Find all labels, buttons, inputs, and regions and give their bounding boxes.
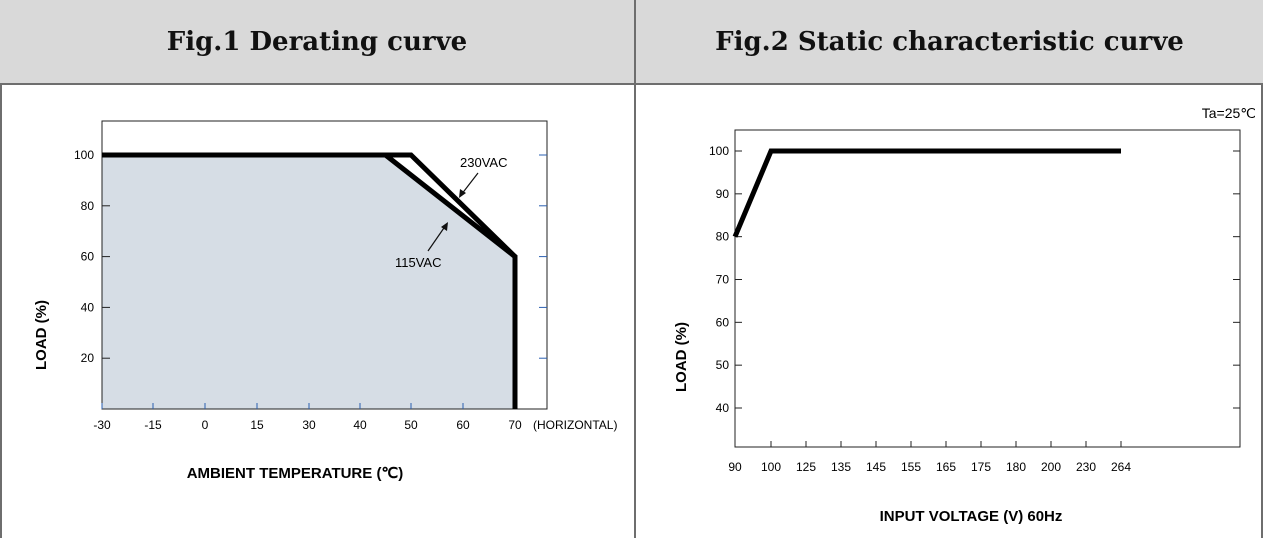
- arrowhead-115vac: [441, 222, 448, 231]
- y-tick-label: 60: [81, 250, 95, 264]
- x-tick-label: 180: [1006, 460, 1026, 474]
- fig1-panel: 20 40 60 80 100 -30 -15 0 15 30 40 50 60 70 230VAC 115V…: [0, 85, 634, 538]
- shaded-area: [102, 155, 515, 409]
- y-tick-label: 100: [709, 144, 729, 158]
- x-tick-label: 0: [202, 418, 209, 432]
- x-axis-label: INPUT VOLTAGE (V) 60Hz: [880, 508, 1063, 525]
- x-tick-label: 165: [936, 460, 956, 474]
- x-tick-label: 40: [353, 418, 367, 432]
- x-tick-label: 70: [508, 418, 522, 432]
- y-axis-label: LOAD (%): [33, 300, 50, 370]
- x-tick-label: 200: [1041, 460, 1061, 474]
- series-line-load: [732, 148, 1121, 238]
- panel-divider: [634, 0, 636, 538]
- annotation-230vac: 230VAC: [460, 155, 507, 170]
- x-tick-label: 145: [866, 460, 886, 474]
- derating-chart: 20 40 60 80 100 -30 -15 0 15 30 40 50 60 70 230VAC 115V…: [33, 120, 617, 482]
- y-tick-label: 40: [716, 401, 730, 415]
- y-tick-label: 80: [716, 230, 730, 244]
- annotation-115vac: 115VAC: [395, 255, 442, 270]
- arrow-115vac: [427, 224, 447, 252]
- x-tick-label: -15: [144, 418, 162, 432]
- fig2-header: Fig.2 Static characteristic curve: [636, 0, 1263, 85]
- y-tick-label: 20: [81, 351, 95, 365]
- static-characteristic-chart: 40 50 60 70 80 90 100 90 100 125 135 145 155 165 175 18…: [673, 105, 1256, 525]
- fig2-panel: 40 50 60 70 80 90 100 90 100 125 135 145 155 165 175 18…: [636, 85, 1263, 538]
- y-tick-label: 90: [716, 187, 730, 201]
- x-tick-label: 230: [1076, 460, 1096, 474]
- x-axis-label: AMBIENT TEMPERATURE (℃): [187, 465, 404, 482]
- x-tick-label: 15: [250, 418, 264, 432]
- y-axis-label: LOAD (%): [673, 322, 690, 392]
- x-tick-label: 60: [456, 418, 470, 432]
- y-tick-label: 60: [716, 315, 730, 329]
- plot-frame: [101, 120, 548, 410]
- y-tick-label: 50: [716, 358, 730, 372]
- arrow-230vac: [460, 172, 479, 196]
- plot-frame: [734, 129, 1241, 448]
- x-tick-label: 30: [302, 418, 316, 432]
- arrowhead-230vac: [459, 189, 466, 198]
- condition-label: Ta=25℃: [1202, 105, 1256, 121]
- x-axis-note: (HORIZONTAL): [533, 418, 617, 432]
- y-tick-label: 100: [74, 148, 94, 162]
- y-tick-label: 80: [81, 199, 95, 213]
- x-tick-label: 175: [971, 460, 991, 474]
- series-line-115vac: [102, 152, 518, 409]
- x-tick-label: 264: [1111, 460, 1131, 474]
- x-tick-label: 135: [831, 460, 851, 474]
- x-tick-label: 90: [728, 460, 742, 474]
- fig1-header: Fig.1 Derating curve: [0, 0, 636, 85]
- x-tick-label: 125: [796, 460, 816, 474]
- x-tick-label: 155: [901, 460, 921, 474]
- y-tick-label: 70: [716, 273, 730, 287]
- x-tick-label: 50: [404, 418, 418, 432]
- x-tick-label: -30: [93, 418, 111, 432]
- y-tick-label: 40: [81, 300, 95, 314]
- x-tick-label: 100: [761, 460, 781, 474]
